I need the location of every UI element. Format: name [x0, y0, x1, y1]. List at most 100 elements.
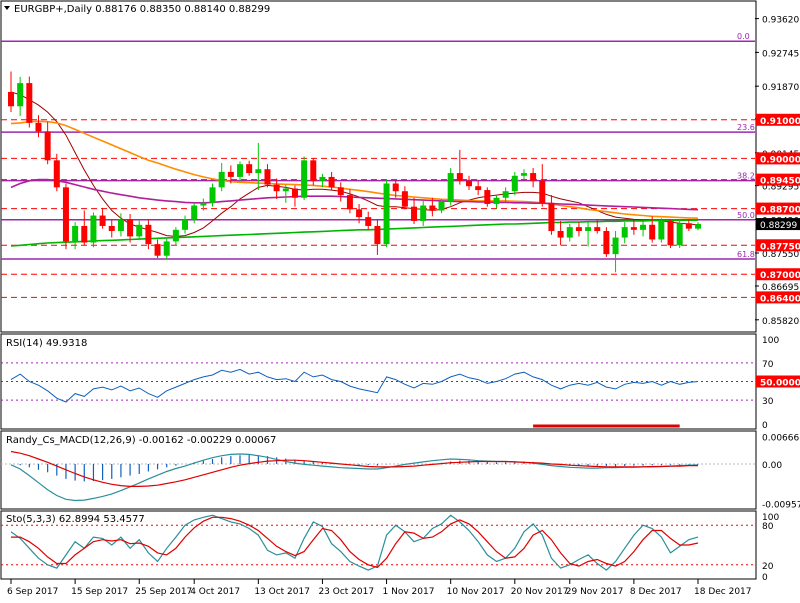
candle-body[interactable]	[667, 220, 674, 246]
candle-body[interactable]	[145, 224, 152, 245]
candle-body[interactable]	[301, 160, 308, 198]
candle-body[interactable]	[456, 173, 463, 181]
candle-body[interactable]	[621, 227, 628, 238]
time-axis-label: 6 Sep 2017	[7, 587, 58, 597]
candle-body[interactable]	[127, 219, 134, 237]
candle-body[interactable]	[136, 224, 143, 237]
candle-body[interactable]	[685, 223, 692, 229]
stochastic-axis-label: 80	[762, 522, 774, 532]
candle-body[interactable]	[612, 237, 619, 255]
candle-body[interactable]	[62, 187, 69, 242]
price-level-tag-label: 0.87000	[760, 271, 800, 281]
candle-body[interactable]	[282, 188, 289, 192]
candle-body[interactable]	[502, 191, 509, 198]
candle-body[interactable]	[695, 224, 701, 229]
symbol-title: EURGBP+,Daily 0.88176 0.88350 0.88140 0.…	[14, 4, 270, 15]
candle-body[interactable]	[594, 227, 601, 231]
candle-body[interactable]	[8, 91, 14, 107]
candle-body[interactable]	[466, 180, 472, 187]
candle-body[interactable]	[218, 171, 225, 188]
candle-body[interactable]	[35, 122, 42, 132]
candle-body[interactable]	[493, 197, 500, 204]
candle-body[interactable]	[539, 180, 546, 203]
candle-body[interactable]	[246, 164, 253, 174]
candle-body[interactable]	[475, 186, 482, 191]
main-price-pane[interactable]	[0, 0, 757, 333]
candle-body[interactable]	[154, 244, 161, 256]
candle-body[interactable]	[575, 227, 582, 231]
candle-body[interactable]	[209, 187, 216, 203]
candle-body[interactable]	[26, 83, 33, 123]
time-axis-label: 25 Sep 2017	[135, 587, 192, 597]
candle-body[interactable]	[44, 131, 51, 161]
candle-body[interactable]	[374, 225, 381, 245]
candle-body[interactable]	[365, 217, 372, 226]
candle-body[interactable]	[356, 209, 363, 218]
candle-body[interactable]	[337, 187, 344, 196]
candle-body[interactable]	[291, 188, 298, 198]
candle-body[interactable]	[310, 160, 317, 181]
candle-body[interactable]	[603, 230, 610, 255]
moving-average-ma_slow	[10, 120, 699, 219]
candle-body[interactable]	[411, 206, 418, 221]
candle-body[interactable]	[429, 205, 436, 211]
candle-body[interactable]	[328, 176, 335, 188]
candle-body[interactable]	[530, 173, 537, 181]
price-level-tag-label: 0.91000	[760, 117, 800, 127]
candle-body[interactable]	[172, 229, 179, 242]
fib-level-label: 50.0	[737, 211, 755, 220]
candle-body[interactable]	[273, 184, 280, 192]
candle-body[interactable]	[557, 230, 564, 238]
candle-body[interactable]	[227, 171, 234, 177]
candle-body[interactable]	[484, 190, 491, 204]
candle-body[interactable]	[163, 241, 170, 256]
candle-body[interactable]	[640, 224, 647, 230]
candle-body[interactable]	[191, 205, 198, 220]
candle-body[interactable]	[630, 227, 637, 230]
candle-body[interactable]	[548, 202, 555, 231]
candle-body[interactable]	[585, 227, 592, 231]
rsi-level-tag	[756, 375, 800, 388]
candle-body[interactable]	[447, 173, 454, 202]
candle-body[interactable]	[658, 220, 665, 240]
price-level-tag-label: 0.90000	[760, 155, 800, 165]
candle-body[interactable]	[237, 164, 243, 177]
candle-body[interactable]	[117, 219, 124, 231]
collapse-triangle-icon[interactable]	[4, 6, 10, 10]
time-axis-label: 23 Oct 2017	[318, 587, 374, 597]
candle-body[interactable]	[438, 201, 445, 211]
candle-body[interactable]	[17, 83, 24, 107]
current-price-label: 0.88299	[760, 221, 797, 231]
candle-body[interactable]	[649, 224, 656, 240]
candle-body[interactable]	[90, 215, 97, 243]
fib-level-label: 38.2	[737, 172, 755, 181]
stochastic-axis-label: 0	[762, 573, 768, 583]
candle-body[interactable]	[264, 169, 271, 185]
candle-body[interactable]	[99, 215, 106, 226]
macd-line	[10, 453, 699, 502]
candle-body[interactable]	[108, 225, 115, 231]
candle-body[interactable]	[72, 225, 79, 242]
price-axis-label: 0.89295	[762, 183, 799, 193]
time-axis-label: 13 Oct 2017	[254, 587, 310, 597]
candle-body[interactable]	[566, 227, 573, 238]
candle-body[interactable]	[676, 223, 683, 246]
candle-body[interactable]	[255, 169, 262, 174]
price-level-tag-label: 0.88700	[760, 206, 800, 216]
candle-body[interactable]	[81, 225, 88, 243]
candle-body[interactable]	[53, 160, 60, 188]
macd-pane[interactable]	[0, 430, 757, 510]
candle-body[interactable]	[420, 205, 427, 221]
candle-body[interactable]	[511, 175, 518, 192]
candle-body[interactable]	[383, 183, 390, 245]
candle-body[interactable]	[392, 183, 399, 192]
candle-body[interactable]	[182, 219, 189, 230]
candle-body[interactable]	[200, 202, 207, 206]
candle-body[interactable]	[401, 191, 408, 207]
candle-body[interactable]	[520, 173, 527, 176]
price-level-tag	[756, 291, 800, 304]
candle-body[interactable]	[346, 195, 353, 210]
candle-body[interactable]	[319, 176, 326, 181]
